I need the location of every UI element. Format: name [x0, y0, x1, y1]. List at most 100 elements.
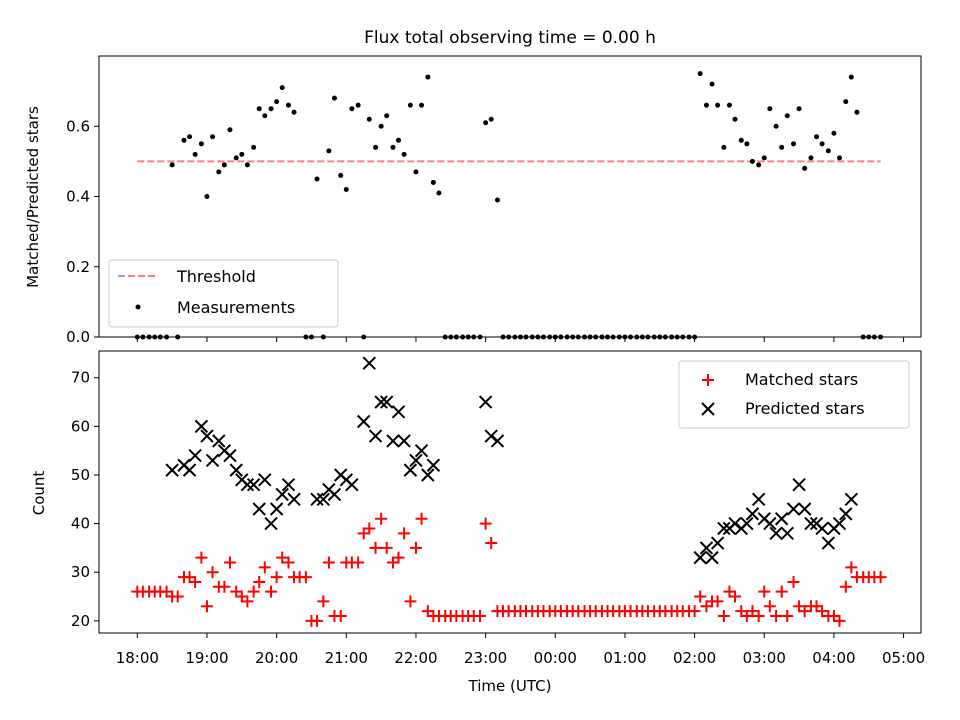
legend-measurements-swatch	[135, 304, 141, 310]
matched-star-point	[317, 595, 330, 608]
predicted-star-point	[252, 502, 266, 516]
count-x-tick-label: 02:00	[673, 649, 716, 667]
matched-star-point	[171, 590, 184, 603]
measurement-point	[761, 155, 767, 161]
measurement-point	[366, 116, 372, 122]
measurement-point	[494, 197, 500, 203]
predicted-star-point	[844, 492, 859, 507]
measurement-point	[169, 162, 175, 168]
predicted-star-point	[281, 477, 296, 492]
measurement-point	[221, 162, 227, 168]
measurement-point	[854, 109, 860, 115]
matched-star-point	[746, 605, 759, 618]
matched-star-point	[189, 575, 202, 588]
count-x-tick-label: 03:00	[743, 649, 786, 667]
measurement-point	[268, 106, 274, 112]
legend-matched-label: Matched stars	[745, 370, 858, 389]
measurement-point	[425, 74, 431, 80]
count-y-tick-label: 50	[71, 466, 90, 484]
measurement-point	[349, 106, 355, 112]
predicted-star-point	[345, 477, 359, 492]
measurement-point	[291, 109, 297, 115]
measurement-point	[791, 141, 797, 147]
measurement-point	[436, 190, 442, 196]
predicted-star-point	[240, 477, 255, 492]
count-x-tick-label: 21:00	[325, 649, 368, 667]
count-plot-frame	[98, 350, 922, 634]
legend-threshold-label: Threshold	[176, 267, 256, 286]
matched-star-point	[265, 585, 278, 598]
measurement-point	[338, 172, 344, 178]
ratio-y-tick-label: 0.4	[66, 188, 90, 206]
ratio-y-tick-label: 0.2	[66, 258, 90, 276]
measurement-point	[227, 127, 233, 133]
matched-star-point	[874, 571, 887, 584]
predicted-star-point	[310, 492, 324, 507]
predicted-star-point	[745, 507, 760, 521]
predicted-star-point	[269, 502, 284, 516]
matched-star-point	[247, 585, 260, 598]
predicted-star-point	[246, 477, 261, 492]
matched-star-point	[218, 580, 231, 593]
measurement-point	[413, 169, 419, 175]
count-y-axis-label: Count	[30, 471, 48, 516]
measurement-point	[373, 144, 379, 150]
ratio-y-tick-label: 0.0	[66, 328, 90, 346]
measurement-point	[407, 102, 413, 108]
predicted-star-point	[264, 516, 278, 531]
measurement-point	[721, 144, 727, 150]
matched-star-point	[334, 609, 347, 622]
ratio-plot-frame	[98, 55, 922, 338]
measurement-point	[239, 151, 245, 157]
measurement-point	[836, 155, 842, 161]
matched-star-point	[409, 541, 422, 554]
measurement-point	[819, 141, 825, 147]
measurement-point	[326, 148, 332, 154]
measurement-point	[697, 71, 703, 77]
measurement-point	[355, 102, 361, 108]
measurement-point	[262, 113, 268, 119]
matched-star-point	[770, 609, 783, 622]
count-x-tick-label: 19:00	[185, 649, 228, 667]
measurement-point	[709, 81, 715, 87]
count-x-tick-label: 18:00	[116, 649, 159, 667]
measurement-point	[401, 151, 407, 157]
predicted-star-point	[182, 463, 197, 477]
predicted-star-point	[815, 521, 829, 536]
count-y-axis: 20 30 40 50 60 70	[71, 369, 99, 630]
measurement-point	[767, 106, 773, 112]
matched-star-point	[758, 585, 771, 598]
measurement-point	[715, 102, 721, 108]
legend-predicted-swatch	[701, 402, 715, 416]
count-x-axis: 18:00 19:00 20:00 21:00 22:00 23:00 00:00 01:00…	[116, 633, 925, 667]
count-legend-box	[678, 360, 910, 429]
measurement-point	[204, 194, 210, 199]
predicted-star-point	[426, 458, 441, 472]
matched-star-point	[474, 609, 487, 622]
matched-star-point	[688, 605, 701, 618]
count-x-tick-label: 22:00	[394, 649, 437, 667]
measurement-point	[703, 102, 709, 108]
measurement-point	[483, 120, 489, 126]
measurement-point	[808, 155, 814, 161]
ratio-panel: 0.0 0.2 0.4 0.6 Matched/Predicted stars Thr…	[24, 55, 922, 346]
predicted-star-point	[200, 429, 214, 443]
measurement-point	[843, 99, 849, 105]
predicted-star-point	[223, 448, 237, 463]
matched-star-point	[398, 527, 411, 540]
count-x-tick-label: 01:00	[603, 649, 646, 667]
predicted-star-point	[774, 512, 789, 526]
count-y-tick-label: 40	[71, 515, 90, 533]
matched-star-point	[694, 590, 707, 603]
matched-star-point	[763, 600, 776, 613]
count-x-axis-label: Time (UTC)	[468, 677, 552, 695]
matched-star-point	[415, 512, 428, 525]
measurement-point	[314, 176, 320, 182]
measurement-point	[256, 106, 262, 112]
predicted-star-point	[804, 516, 818, 531]
predicted-star-point	[362, 356, 376, 370]
count-y-tick-label: 30	[71, 563, 90, 581]
measurement-point	[396, 137, 402, 143]
predicted-star-point	[821, 536, 836, 550]
measurement-point	[343, 186, 349, 192]
